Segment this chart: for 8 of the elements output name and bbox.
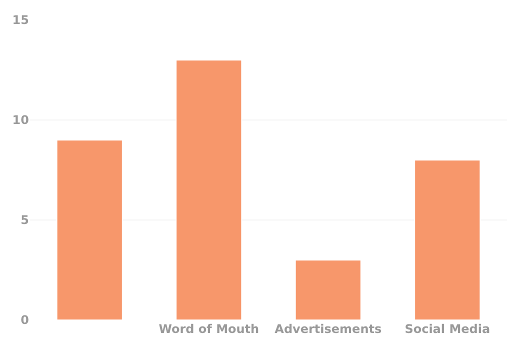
y-tick-label: 10 xyxy=(12,113,29,128)
x-tick-label: Word of Mouth xyxy=(158,322,260,336)
y-tick-label: 5 xyxy=(20,213,29,228)
y-tick-label: 15 xyxy=(12,13,29,28)
bar xyxy=(294,260,362,320)
x-tick-label: Advertisements xyxy=(274,322,382,336)
x-tick-label: Social Media xyxy=(404,322,490,336)
y-tick-label: 0 xyxy=(20,313,29,328)
